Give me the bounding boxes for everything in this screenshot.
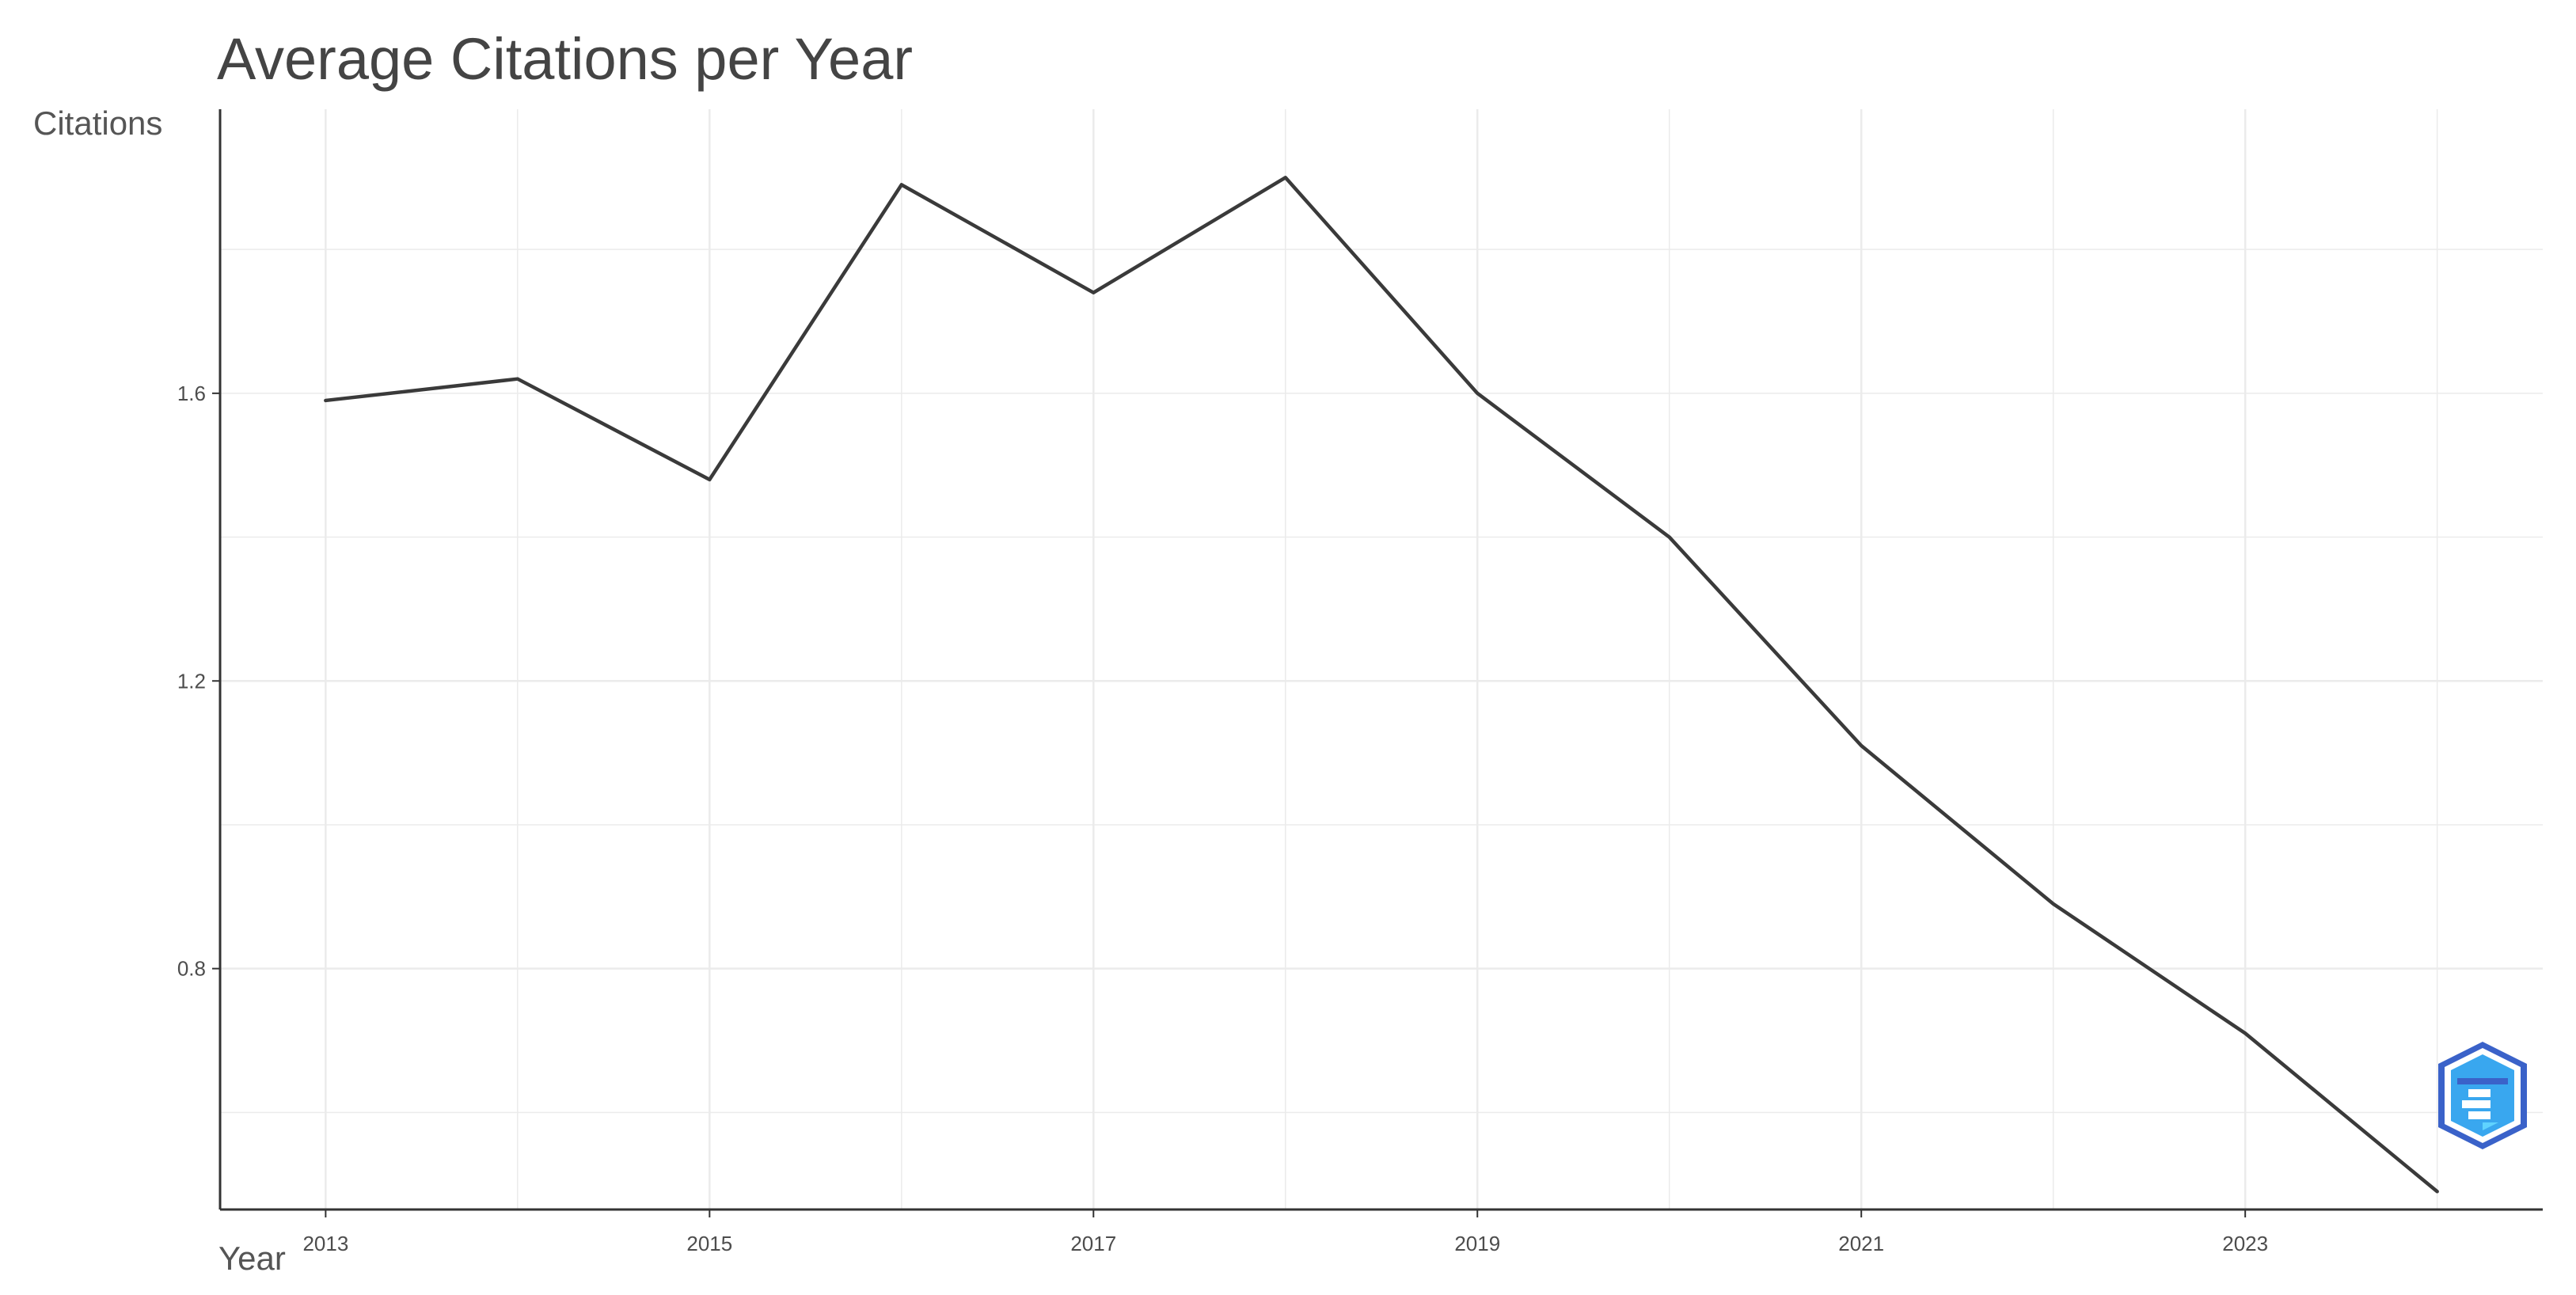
series-line	[324, 176, 2439, 1194]
series-layer	[324, 176, 2439, 1194]
y-tick-label: 1.2	[177, 669, 206, 693]
x-tick-label: 2013	[302, 1232, 348, 1255]
bibliometrix-logo	[2438, 1042, 2527, 1149]
axes	[212, 109, 2543, 1217]
chart-title: Average Citations per Year	[217, 26, 913, 92]
x-axis-label: Year	[218, 1240, 286, 1277]
y-tick-label: 0.8	[177, 957, 206, 981]
tick-labels: 2013 2015 2017 2019 2021 2023 0.8 1.2 1.6	[177, 382, 2268, 1255]
grid-lines	[220, 109, 2543, 1210]
x-tick-label: 2023	[2222, 1232, 2268, 1255]
x-tick-label: 2017	[1070, 1232, 1116, 1255]
x-tick-label: 2019	[1454, 1232, 1500, 1255]
y-tick-label: 1.6	[177, 382, 206, 405]
x-tick-label: 2021	[1838, 1232, 1884, 1255]
y-axis-label: Citations	[33, 104, 162, 142]
x-tick-label: 2015	[686, 1232, 732, 1255]
